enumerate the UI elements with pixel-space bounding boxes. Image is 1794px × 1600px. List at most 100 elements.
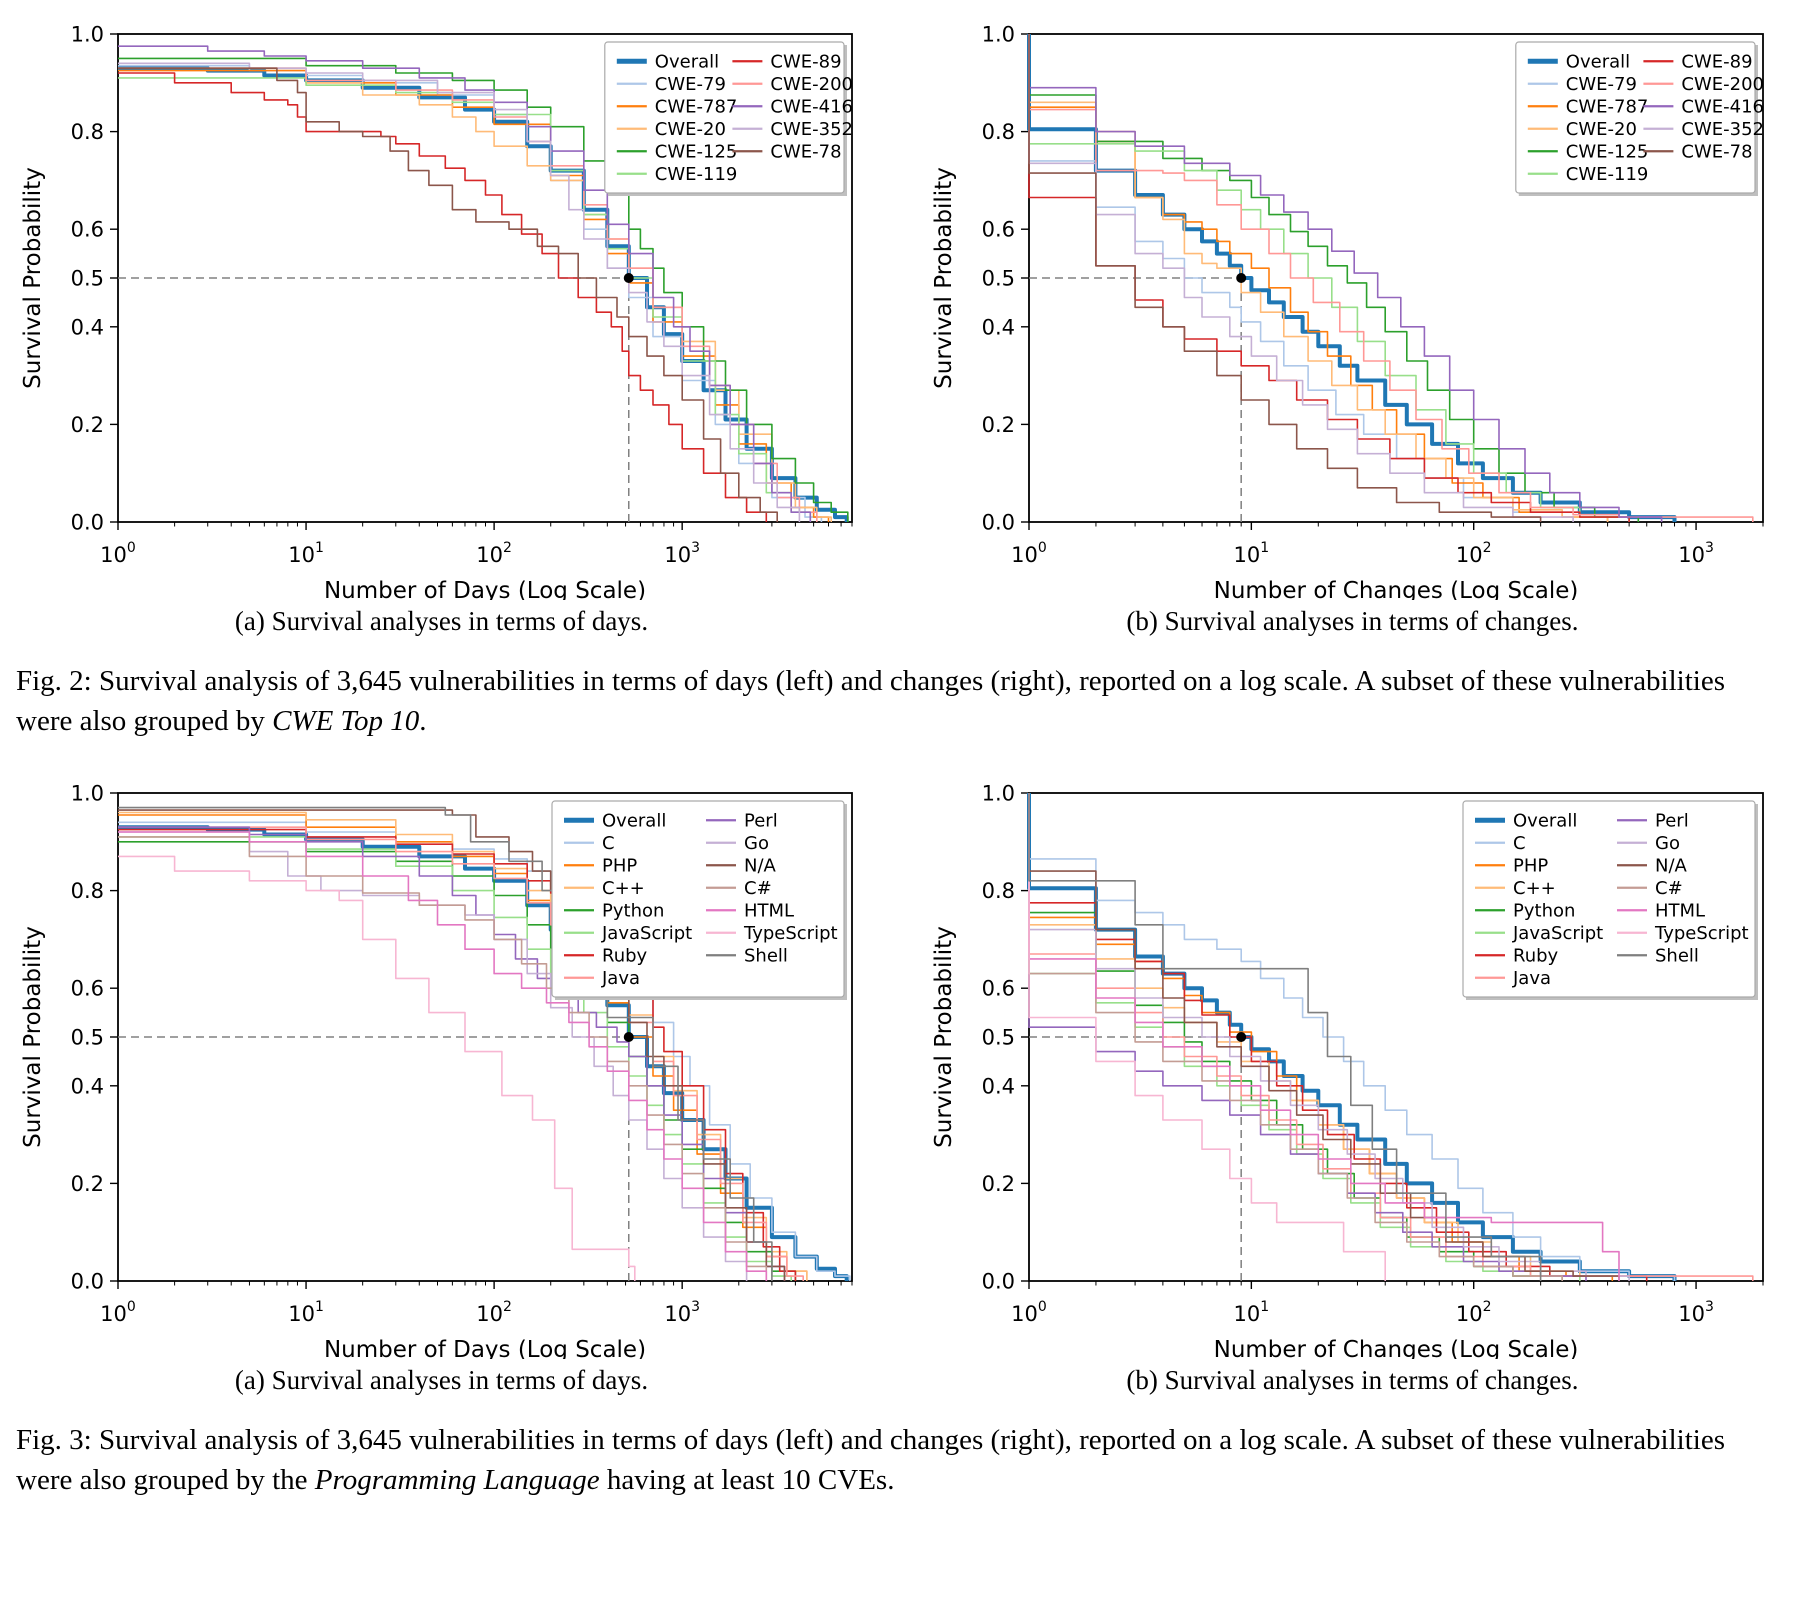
fig2-subcaption-a: (a) Survival analyses in terms of days.: [234, 606, 649, 636]
svg-text:CWE-125: CWE-125: [655, 141, 738, 162]
svg-text:C#: C#: [744, 878, 772, 899]
svg-text:101: 101: [1234, 1299, 1270, 1326]
svg-text:0.5: 0.5: [71, 267, 104, 291]
caption-text: Fig. 3: Survival analysis of 3,645 vulne…: [16, 1424, 1726, 1497]
svg-text:1.0: 1.0: [982, 23, 1015, 47]
fig2-changes-survival-chart: 100 101 102 103 0.0 0.2 0.4 0.5 0.6 0.8 1.0 Number …: [931, 23, 1764, 601]
svg-text:C++: C++: [1513, 878, 1556, 899]
svg-text:Perl: Perl: [1655, 810, 1689, 831]
svg-text:CWE-20: CWE-20: [1566, 119, 1637, 140]
svg-text:102: 102: [476, 540, 512, 567]
svg-text:Python: Python: [1513, 900, 1575, 921]
fig2-days-survival-chart: 100 101 102 103 0.0 0.2 0.4 0.5 0.6 0.8 1.0 Number …: [20, 23, 853, 601]
svg-text:Survival Probability: Survival Probability: [931, 926, 957, 1148]
fig3-subcaption-a: (a) Survival analyses in terms of days.: [234, 1365, 649, 1396]
fig3-changes-figure: 100 101 102 103 0.0 0.2 0.4 0.5 0.6 0.8 1.0 Number …: [925, 767, 1780, 1396]
svg-text:CWE-78: CWE-78: [770, 141, 841, 162]
svg-text:Number of Changes (Log Scale): Number of Changes (Log Scale): [1214, 1337, 1579, 1359]
svg-text:HTML: HTML: [1655, 900, 1705, 921]
fig2-caption: Fig. 2: Survival analysis of 3,645 vulne…: [16, 661, 1778, 741]
svg-text:103: 103: [1678, 1299, 1714, 1326]
svg-text:Shell: Shell: [744, 945, 788, 966]
figure-2: 100 101 102 103 0.0 0.2 0.4 0.5 0.6 0.8 1.0 Number …: [14, 8, 1780, 741]
svg-text:0.4: 0.4: [982, 1074, 1015, 1098]
svg-text:N/A: N/A: [744, 855, 777, 876]
svg-text:CWE-352: CWE-352: [1681, 119, 1764, 140]
svg-text:0.8: 0.8: [71, 879, 104, 903]
svg-text:0.2: 0.2: [982, 1172, 1015, 1196]
svg-text:CWE-416: CWE-416: [770, 96, 853, 117]
svg-text:0.2: 0.2: [982, 413, 1015, 437]
svg-text:103: 103: [664, 540, 700, 567]
svg-text:100: 100: [100, 1299, 136, 1326]
svg-text:PHP: PHP: [1513, 855, 1548, 876]
svg-text:CWE-352: CWE-352: [770, 119, 853, 140]
svg-text:N/A: N/A: [1655, 855, 1688, 876]
svg-text:CWE-89: CWE-89: [1681, 51, 1752, 72]
svg-text:0.0: 0.0: [71, 1270, 104, 1294]
svg-text:Overall: Overall: [1566, 51, 1630, 72]
svg-text:CWE-79: CWE-79: [655, 74, 726, 95]
paper-figures-page: 100 101 102 103 0.0 0.2 0.4 0.5 0.6 0.8 1.0 Number …: [14, 8, 1780, 1497]
svg-text:0.5: 0.5: [71, 1026, 104, 1050]
caption-italic: CWE Top 10: [272, 705, 420, 738]
svg-text:CWE-416: CWE-416: [1681, 96, 1764, 117]
svg-text:CWE-119: CWE-119: [655, 164, 738, 185]
svg-text:101: 101: [288, 540, 324, 567]
svg-text:CWE-787: CWE-787: [655, 96, 738, 117]
svg-text:TypeScript: TypeScript: [743, 923, 838, 944]
fig3-changes-survival-chart: 100 101 102 103 0.0 0.2 0.4 0.5 0.6 0.8 1.0 Number …: [931, 782, 1764, 1359]
svg-text:101: 101: [1234, 540, 1270, 567]
svg-text:0.6: 0.6: [71, 977, 104, 1001]
caption-text: having at least 10 CVEs.: [599, 1464, 895, 1497]
svg-text:Survival Probability: Survival Probability: [20, 926, 46, 1148]
svg-text:Java: Java: [601, 968, 640, 989]
svg-text:103: 103: [664, 1299, 700, 1326]
svg-text:Number of Days (Log Scale): Number of Days (Log Scale): [324, 1337, 646, 1359]
svg-text:0.0: 0.0: [982, 1270, 1015, 1294]
fig2-subcaption-b: (b) Survival analyses in terms of change…: [1126, 606, 1579, 636]
svg-text:JavaScript: JavaScript: [601, 923, 692, 944]
svg-text:0.4: 0.4: [71, 1074, 104, 1098]
svg-text:CWE-89: CWE-89: [770, 51, 841, 72]
svg-text:PHP: PHP: [602, 855, 637, 876]
fig3-subcaption-b: (b) Survival analyses in terms of change…: [1126, 1365, 1579, 1396]
svg-text:CWE-119: CWE-119: [1566, 164, 1649, 185]
svg-text:CWE-200: CWE-200: [770, 74, 853, 95]
svg-text:Perl: Perl: [744, 810, 778, 831]
svg-text:Overall: Overall: [1513, 810, 1577, 831]
svg-text:Go: Go: [1655, 833, 1680, 854]
svg-text:Number of Days (Log Scale): Number of Days (Log Scale): [324, 578, 646, 600]
caption-italic: Programming Language: [314, 1464, 600, 1497]
svg-text:0.8: 0.8: [982, 120, 1015, 144]
svg-text:CWE-79: CWE-79: [1566, 74, 1637, 95]
fig2-changes-figure: 100 101 102 103 0.0 0.2 0.4 0.5 0.6 0.8 1.0 Number …: [925, 8, 1780, 637]
svg-text:Overall: Overall: [655, 51, 719, 72]
svg-text:Python: Python: [602, 900, 664, 921]
svg-text:Survival Probability: Survival Probability: [20, 167, 46, 389]
svg-text:CWE-787: CWE-787: [1566, 96, 1649, 117]
svg-text:Number of Changes (Log Scale): Number of Changes (Log Scale): [1214, 578, 1579, 600]
fig3-days-figure: 100 101 102 103 0.0 0.2 0.4 0.5 0.6 0.8 1.0 Number …: [14, 767, 869, 1396]
svg-text:TypeScript: TypeScript: [1654, 923, 1749, 944]
figure-3-charts-row: 100 101 102 103 0.0 0.2 0.4 0.5 0.6 0.8 1.0 Number …: [14, 767, 1780, 1396]
svg-text:103: 103: [1678, 540, 1714, 567]
svg-text:0.2: 0.2: [71, 1172, 104, 1196]
svg-text:C: C: [602, 833, 615, 854]
svg-text:1.0: 1.0: [71, 782, 104, 806]
svg-text:CWE-125: CWE-125: [1566, 141, 1649, 162]
caption-text: .: [419, 705, 427, 738]
svg-text:0.4: 0.4: [982, 315, 1015, 339]
svg-text:1.0: 1.0: [982, 782, 1015, 806]
svg-text:JavaScript: JavaScript: [1512, 923, 1603, 944]
fig2-days-figure: 100 101 102 103 0.0 0.2 0.4 0.5 0.6 0.8 1.0 Number …: [14, 8, 869, 637]
svg-text:C++: C++: [602, 878, 645, 899]
svg-text:0.0: 0.0: [982, 511, 1015, 535]
svg-text:0.8: 0.8: [71, 120, 104, 144]
svg-text:CWE-200: CWE-200: [1681, 74, 1764, 95]
svg-text:100: 100: [100, 540, 136, 567]
svg-text:102: 102: [1456, 1299, 1492, 1326]
svg-text:0.5: 0.5: [982, 267, 1015, 291]
svg-text:0.0: 0.0: [71, 511, 104, 535]
svg-text:1.0: 1.0: [71, 23, 104, 47]
